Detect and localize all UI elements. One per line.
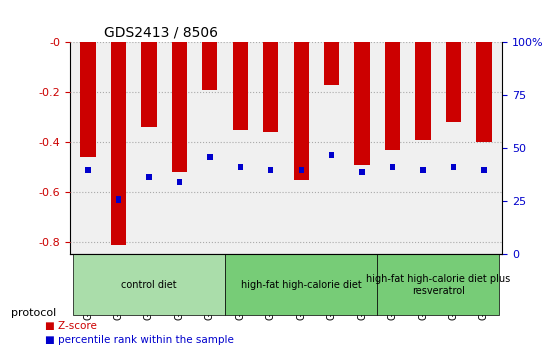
Bar: [385, 42, 400, 150]
Bar: [263, 42, 278, 132]
Text: ■ Z-score: ■ Z-score: [45, 321, 97, 331]
Bar: [324, 42, 339, 85]
Text: ■ percentile rank within the sample: ■ percentile rank within the sample: [45, 335, 233, 345]
FancyBboxPatch shape: [225, 255, 377, 315]
Bar: [85, 167, 91, 173]
Bar: [477, 42, 492, 142]
FancyBboxPatch shape: [73, 255, 225, 315]
Text: control diet: control diet: [121, 280, 177, 290]
Bar: [451, 164, 456, 170]
Bar: [207, 154, 213, 160]
Bar: [294, 42, 309, 180]
Bar: [359, 169, 365, 175]
Bar: [268, 167, 273, 173]
Bar: [415, 42, 431, 140]
Text: GDS2413 / 8506: GDS2413 / 8506: [104, 26, 218, 40]
Bar: [116, 196, 121, 203]
Bar: [238, 164, 243, 170]
Bar: [233, 42, 248, 130]
Bar: [177, 179, 182, 185]
Bar: [111, 42, 126, 245]
Bar: [141, 42, 157, 127]
FancyBboxPatch shape: [377, 255, 499, 315]
Text: high-fat high-calorie diet: high-fat high-calorie diet: [241, 280, 362, 290]
Bar: [146, 174, 152, 180]
Bar: [80, 42, 95, 157]
Bar: [172, 42, 187, 172]
Bar: [390, 164, 395, 170]
Bar: [420, 167, 426, 173]
Bar: [329, 152, 334, 158]
Bar: [446, 42, 461, 122]
Text: protocol: protocol: [11, 308, 56, 318]
Bar: [299, 167, 304, 173]
Text: high-fat high-calorie diet plus
resveratrol: high-fat high-calorie diet plus resverat…: [366, 274, 511, 296]
Bar: [481, 167, 487, 173]
Bar: [354, 42, 370, 165]
Bar: [202, 42, 218, 90]
